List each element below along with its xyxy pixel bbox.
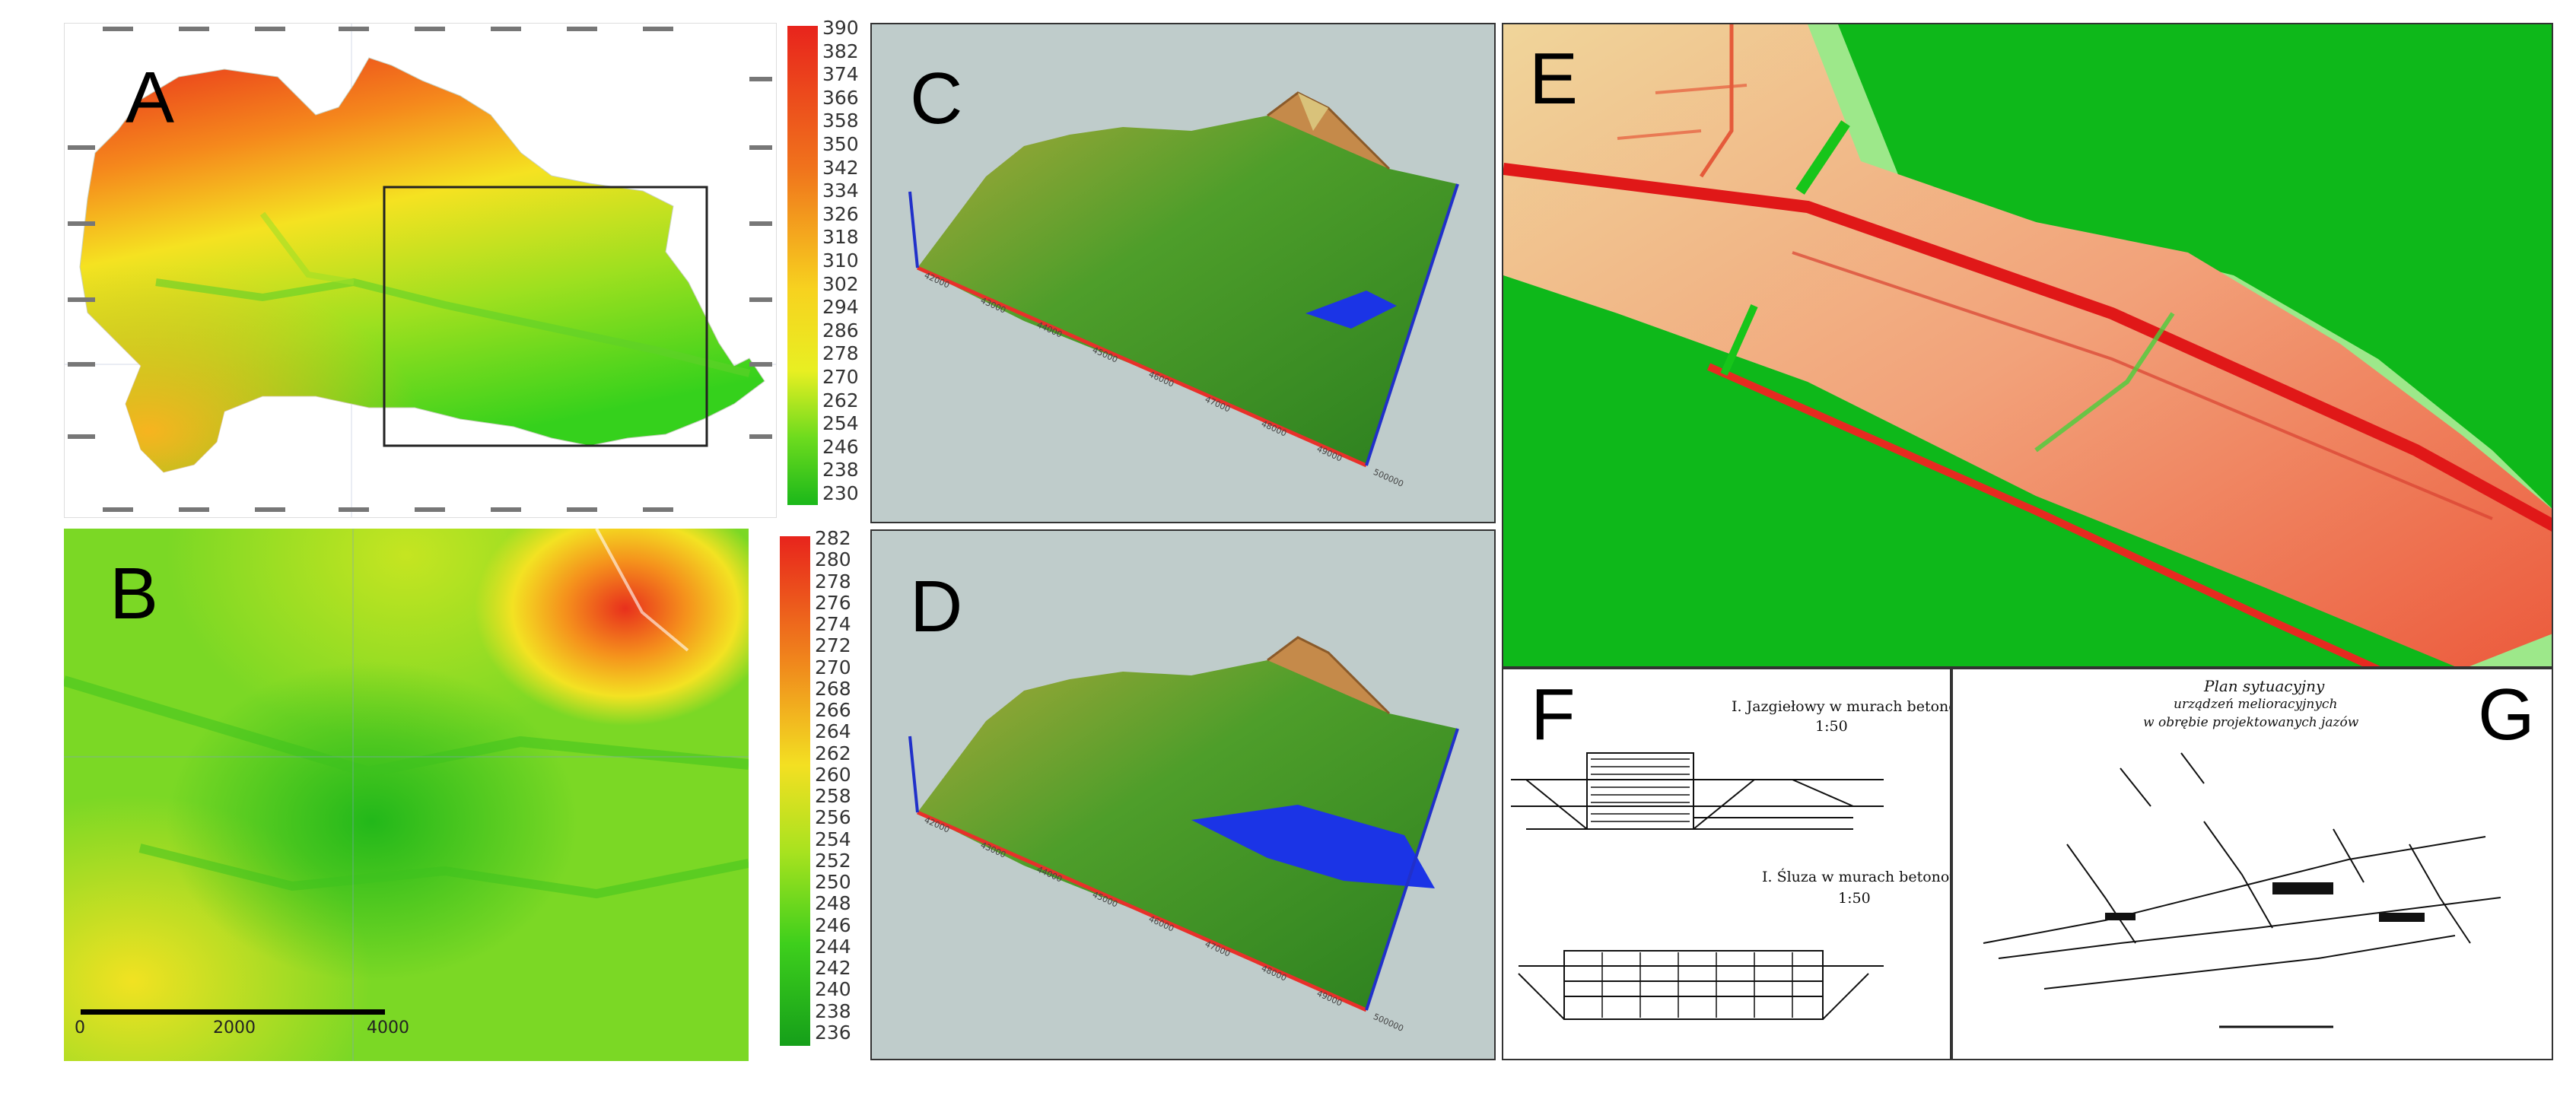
- legend-a-label: 286: [822, 319, 859, 342]
- legend-a-label: 334: [822, 180, 859, 202]
- legend-b-label: 266: [815, 699, 851, 722]
- panel-label-d: D: [910, 566, 963, 647]
- legend-b-label: 252: [815, 849, 851, 872]
- legend-a: 390 382 374 366 358 350 342 334 326 318 310 302 294 2…: [787, 18, 902, 505]
- legend-b-label: 248: [815, 892, 851, 915]
- legend-a-label: 366: [822, 86, 859, 109]
- legend-b-label: 254: [815, 828, 851, 850]
- legend-a-label: 318: [822, 226, 859, 249]
- legend-b-label: 238: [815, 999, 851, 1022]
- elevation-map-a: [65, 24, 776, 517]
- legend-b-label: 262: [815, 742, 851, 764]
- legend-b-label: 246: [815, 913, 851, 936]
- subset-frame: [383, 186, 708, 447]
- legend-b-label: 268: [815, 677, 851, 700]
- panel-d: D 42000 43000 44000 45000 46000 47000 48000 490…: [870, 529, 1496, 1060]
- legend-b-bar: [780, 536, 810, 1046]
- legend-a-label: 342: [822, 156, 859, 179]
- panel-label-b: B: [110, 553, 159, 634]
- legend-b-label: 278: [815, 570, 851, 593]
- legend-b-label: 276: [815, 591, 851, 614]
- panel-label-c: C: [910, 58, 963, 139]
- technical-drawing-weir: [1511, 752, 1884, 1020]
- legend-b-label: 272: [815, 634, 851, 657]
- panel-e: E: [1502, 23, 2553, 668]
- legend-b-label: 236: [815, 1022, 851, 1044]
- panel-label-e: E: [1529, 38, 1579, 119]
- legend-b: 282 280 278 276 274 272 270 268 266 264 262 260 258 2…: [780, 529, 894, 1046]
- legend-b-label: 264: [815, 720, 851, 743]
- legend-a-label: 262: [822, 389, 859, 411]
- legend-b-label: 280: [815, 548, 851, 571]
- legend-a-label: 358: [822, 110, 859, 132]
- legend-a-label: 310: [822, 249, 859, 272]
- panel-a: A: [64, 23, 777, 518]
- plan-title-line3: w obrębie projektowanych jazów: [2143, 715, 2359, 730]
- terrain-3d-c: [908, 91, 1459, 468]
- legend-b-label: 258: [815, 785, 851, 808]
- terrain-surface-c: [918, 116, 1458, 465]
- legend-a-label: 230: [822, 482, 859, 504]
- legend-b-label: 274: [815, 613, 851, 636]
- legend-b-label: 260: [815, 763, 851, 786]
- terrain-3d-d: [908, 636, 1459, 1012]
- legend-a-label: 294: [822, 296, 859, 319]
- legend-a-label: 390: [822, 17, 859, 39]
- drawing-scale-2: 1:50: [1838, 890, 1871, 907]
- panel-g: G Plan sytuacyjny urządzeń melioracyjnyc…: [1951, 668, 2553, 1060]
- legend-b-label: 282: [815, 527, 851, 549]
- legend-a-label: 278: [822, 342, 859, 365]
- legend-b-label: 242: [815, 957, 851, 980]
- legend-b-label: 250: [815, 871, 851, 894]
- legend-a-label: 382: [822, 40, 859, 62]
- drawing-scale-1: 1:50: [1815, 718, 1848, 735]
- legend-a-label: 270: [822, 366, 859, 388]
- legend-a-label: 302: [822, 272, 859, 295]
- plan-title-line2: urządzeń melioracyjnych: [2174, 697, 2338, 712]
- legend-a-label: 326: [822, 202, 859, 225]
- panel-f: F I. Jazgiełowy w murach betonowych 1:50: [1502, 668, 1951, 1060]
- plan-title-line1: Plan sytuacyjny: [2204, 677, 2325, 695]
- scale-label-4000: 4000: [367, 1018, 409, 1037]
- situation-plan-drawing: [1983, 752, 2501, 1028]
- scale-label-2000: 2000: [213, 1018, 256, 1037]
- land-strip: [1503, 24, 2552, 666]
- legend-a-label: 246: [822, 435, 859, 458]
- panel-c: C 42000 43000 44000 45000 46000 47000 48000 490…: [870, 23, 1496, 523]
- drawing-title-1: I. Jazgiełowy w murach betonowych: [1732, 698, 1950, 715]
- legend-b-label: 244: [815, 935, 851, 958]
- scale-label-0: 0: [75, 1018, 85, 1037]
- panel-label-a: A: [126, 57, 175, 138]
- panel-b: B 0 2000 4000: [64, 529, 749, 1061]
- legend-a-label: 374: [822, 63, 859, 86]
- lidar-map-e: [1503, 24, 2552, 666]
- panel-label-f: F: [1531, 674, 1576, 755]
- legend-a-label: 254: [822, 412, 859, 435]
- legend-b-label: 256: [815, 806, 851, 829]
- legend-a-label: 350: [822, 133, 859, 155]
- legend-b-label: 240: [815, 978, 851, 1001]
- legend-b-label: 270: [815, 656, 851, 678]
- panel-label-g: G: [2478, 674, 2535, 755]
- elevation-map-b: [64, 529, 749, 1061]
- drawing-title-2: I. Śluza w murach betonowych: [1762, 869, 1950, 885]
- terrain-surface-d: [918, 660, 1458, 1010]
- legend-a-bar: [787, 26, 818, 505]
- legend-a-label: 238: [822, 459, 859, 481]
